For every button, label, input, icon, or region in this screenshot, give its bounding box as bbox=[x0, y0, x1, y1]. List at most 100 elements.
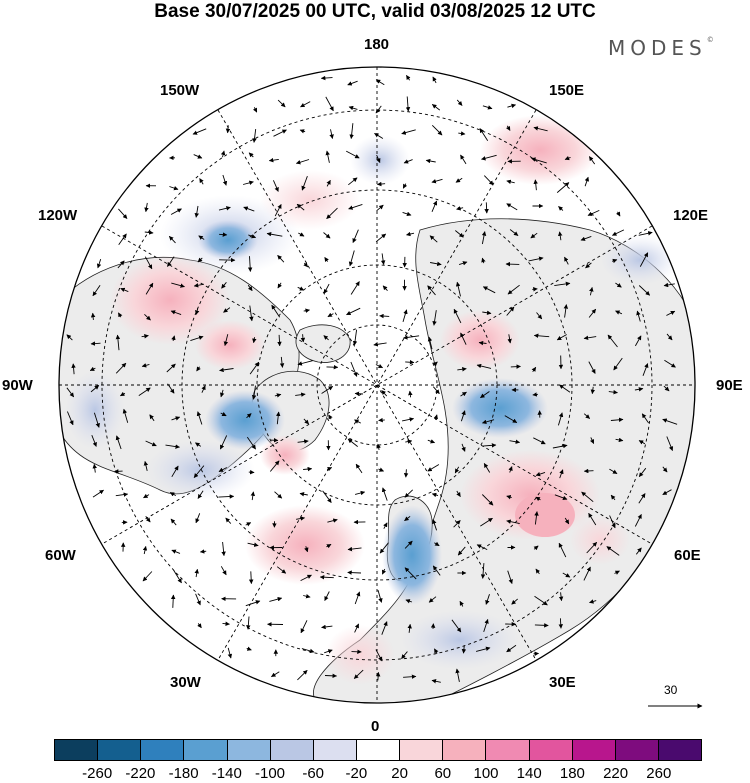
wind-vector bbox=[115, 492, 129, 497]
wind-vector bbox=[608, 389, 618, 395]
wind-vector bbox=[321, 624, 333, 630]
wind-vector bbox=[321, 386, 334, 394]
wind-vector bbox=[120, 287, 129, 293]
lon-label-60w: 60W bbox=[45, 547, 76, 564]
wind-vector bbox=[322, 490, 332, 503]
wind-vector bbox=[460, 391, 467, 397]
wind-vector bbox=[589, 437, 595, 445]
wind-vector bbox=[506, 495, 512, 500]
wind-vector bbox=[193, 283, 204, 288]
wind-vector bbox=[458, 261, 468, 266]
blue-anomaly-east-asia bbox=[600, 235, 680, 285]
wind-vector bbox=[583, 468, 594, 474]
wind-vector bbox=[354, 419, 362, 424]
wind-vector bbox=[532, 392, 538, 397]
wind-vector bbox=[404, 567, 417, 580]
wind-vector bbox=[504, 415, 518, 423]
wind-vector bbox=[274, 491, 283, 499]
wind-vector bbox=[142, 545, 148, 555]
wind-vector bbox=[248, 152, 254, 158]
wind-vector bbox=[251, 385, 257, 400]
lon-label-90e: 90E bbox=[716, 377, 743, 394]
wind-vector bbox=[303, 594, 311, 599]
wind-vector bbox=[375, 105, 382, 114]
wind-vector bbox=[323, 232, 331, 239]
wind-vector bbox=[454, 466, 460, 474]
wind-vector bbox=[456, 490, 461, 497]
wind-vector bbox=[461, 645, 467, 654]
wind-vector bbox=[564, 155, 571, 161]
wind-vector bbox=[223, 334, 229, 347]
wind-vector bbox=[122, 408, 129, 423]
wind-vector bbox=[586, 541, 598, 554]
wind-vector bbox=[170, 208, 182, 215]
wind-vector bbox=[616, 211, 621, 217]
wind-vector bbox=[531, 157, 547, 164]
lon-label-60e: 60E bbox=[674, 547, 701, 564]
wind-vector bbox=[245, 522, 252, 527]
colorbar-swatch bbox=[443, 740, 487, 760]
wind-vector bbox=[272, 180, 279, 192]
map-border bbox=[58, 66, 696, 704]
wind-vector bbox=[144, 313, 151, 321]
colorbar-swatch bbox=[486, 740, 530, 760]
wind-vector bbox=[168, 235, 176, 244]
wind-vector bbox=[225, 125, 231, 134]
colorbar-swatch bbox=[227, 740, 271, 760]
wind-vector bbox=[583, 413, 591, 419]
meridian-30 bbox=[217, 109, 537, 661]
red-anomaly-alaska bbox=[110, 255, 230, 345]
wind-vector bbox=[583, 566, 591, 581]
wind-vector bbox=[615, 282, 622, 288]
map-disk bbox=[59, 67, 695, 703]
colorbar-swatch bbox=[98, 740, 142, 760]
wind-vector bbox=[93, 412, 100, 428]
wind-vector bbox=[509, 229, 519, 236]
wind-vector bbox=[381, 390, 388, 397]
wind-vector bbox=[222, 621, 230, 626]
wind-vector bbox=[610, 494, 616, 501]
wind-vector bbox=[382, 285, 388, 292]
wind-vector bbox=[91, 435, 97, 447]
wind-vector bbox=[480, 391, 490, 399]
wind-vector bbox=[457, 546, 466, 556]
colorbar-swatch bbox=[529, 740, 573, 760]
wind-vector bbox=[509, 439, 521, 444]
wind-vector bbox=[453, 308, 462, 324]
wind-vector bbox=[402, 183, 408, 189]
wind-vector bbox=[115, 334, 121, 351]
colorbar-tick-label: 140 bbox=[516, 765, 542, 782]
wind-vector bbox=[326, 179, 331, 187]
wind-vector bbox=[325, 150, 330, 163]
wind-vector bbox=[326, 543, 332, 549]
wind-vector bbox=[348, 105, 358, 111]
wind-vector bbox=[300, 334, 306, 343]
wind-vector bbox=[276, 411, 281, 425]
wind-vector bbox=[219, 367, 234, 373]
arctic-islands-land bbox=[295, 324, 351, 363]
red-anomaly-chukchi bbox=[260, 170, 360, 230]
wind-vector bbox=[118, 208, 128, 219]
wind-vector bbox=[170, 518, 177, 526]
meridian-120 bbox=[101, 225, 653, 545]
wind-vector bbox=[533, 179, 538, 191]
wind-vector bbox=[636, 310, 641, 322]
wind-vector bbox=[274, 393, 282, 398]
wind-vector bbox=[269, 596, 283, 602]
wind-vector bbox=[431, 104, 441, 111]
wind-vector bbox=[506, 203, 518, 211]
wind-vector bbox=[324, 673, 338, 679]
wind-vector bbox=[354, 591, 361, 605]
wind-vector bbox=[558, 618, 564, 629]
wind-vector bbox=[195, 513, 201, 524]
wind-vector bbox=[408, 390, 413, 398]
wind-vector bbox=[484, 202, 489, 214]
wind-vector bbox=[534, 595, 548, 606]
wind-vector bbox=[273, 129, 287, 137]
wind-vector bbox=[166, 363, 176, 373]
wind-vector bbox=[171, 465, 179, 478]
wind-vector bbox=[607, 334, 618, 348]
wind-vector bbox=[143, 460, 149, 472]
wind-vector bbox=[404, 489, 414, 498]
colorbar-tick-label: -180 bbox=[168, 765, 199, 782]
